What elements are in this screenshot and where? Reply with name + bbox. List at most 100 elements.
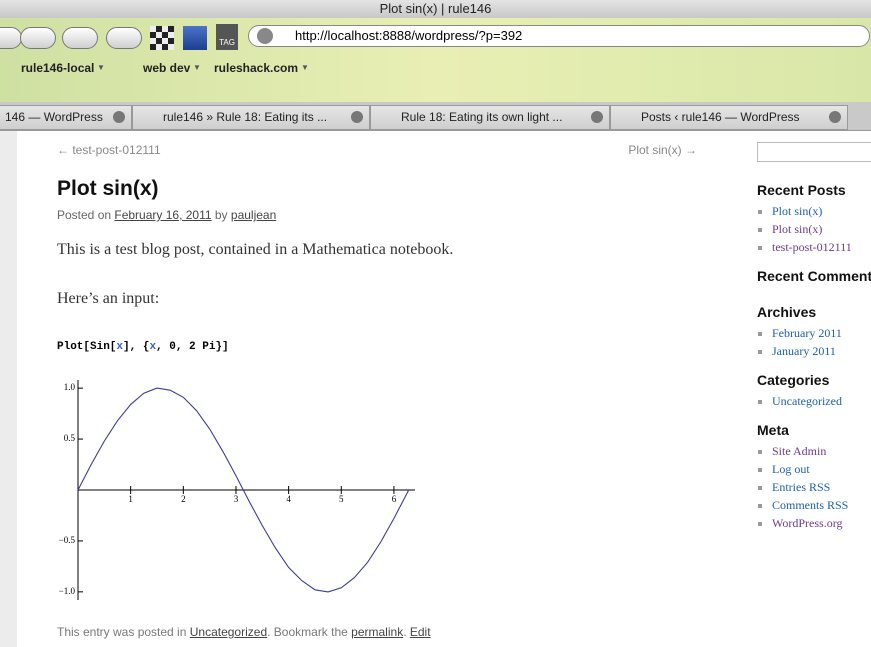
post-meta: Posted on February 16, 2011 by pauljean: [57, 208, 276, 222]
y-tick-label: −0.5: [59, 535, 76, 545]
sin-curve: [77, 387, 410, 593]
footer-link[interactable]: permalink: [351, 625, 404, 639]
x-tick-label: 5: [339, 494, 344, 504]
x-tick-label: 3: [234, 494, 239, 504]
paragraph: Here’s an input:: [57, 290, 160, 307]
meta-text: by: [211, 208, 231, 222]
evernote-button[interactable]: [106, 27, 142, 49]
tab-title: Rule 18: Eating its own light ...: [401, 110, 563, 124]
list-item: Entries RSS: [772, 478, 871, 496]
sidebar-link[interactable]: January 2011: [772, 344, 836, 358]
list-item: Plot sin(x): [772, 220, 871, 238]
widget: Recent Comments: [757, 268, 871, 284]
post-title: Plot sin(x): [57, 177, 159, 200]
meta-text: Posted on: [57, 208, 115, 222]
bookmark[interactable]: ruleshack.com: [214, 61, 299, 75]
widget-title: Meta: [757, 422, 789, 438]
list-item: WordPress.org: [772, 514, 871, 532]
list-item: test-post-012111: [772, 238, 871, 256]
tag-icon[interactable]: TAG: [216, 24, 238, 50]
bookmark[interactable]: web dev: [143, 61, 191, 75]
stop-button[interactable]: [20, 27, 56, 49]
toolbar: TAG http://localhost:8888/wordpress/?p=3…: [0, 18, 871, 102]
sidebar-link[interactable]: Uncategorized: [772, 394, 842, 408]
home-button[interactable]: [62, 27, 98, 49]
tab-title: rule146 » Rule 18: Eating its ...: [163, 110, 328, 124]
code-token: ], {: [123, 341, 150, 353]
url-text: http://localhost:8888/wordpress/?p=392: [295, 28, 523, 43]
dropdown-arrow: ▼: [301, 63, 309, 72]
widget-title: Recent Comments: [757, 268, 871, 284]
list-item: Comments RSS: [772, 496, 871, 514]
widget-list: February 2011 January 2011: [757, 324, 871, 360]
widget-list: Uncategorized: [757, 392, 871, 410]
list-item: Uncategorized: [772, 392, 871, 410]
footer-link[interactable]: Edit: [409, 625, 431, 639]
tab-close[interactable]: [591, 111, 603, 123]
y-tick-label: −1.0: [59, 586, 76, 596]
tab-bar: 146 — WordPress rule146 » Rule 18: Eating…: [0, 102, 871, 131]
tab[interactable]: Posts ‹ rule146 — WordPress: [610, 105, 848, 130]
footer-text: This entry was posted in: [57, 625, 190, 639]
footer-text: . Bookmark the: [267, 625, 352, 639]
sidebar-link[interactable]: test-post-012111: [772, 240, 852, 254]
paragraph: This is a test blog post, contained in a…: [57, 241, 454, 258]
sidebar-link[interactable]: WordPress.org: [772, 516, 843, 530]
list-item: Site Admin: [772, 442, 871, 460]
tab-close[interactable]: [829, 111, 841, 123]
list-item: February 2011: [772, 324, 871, 342]
list-item: Plot sin(x): [772, 202, 871, 220]
extension-icon[interactable]: [183, 26, 207, 50]
sidebar-link[interactable]: Comments RSS: [772, 498, 849, 512]
footer-link[interactable]: Uncategorized: [189, 625, 268, 639]
meta-link[interactable]: pauljean: [230, 208, 277, 222]
meta-link[interactable]: February 16, 2011: [114, 208, 212, 222]
widget: Categories Uncategorized: [757, 372, 871, 410]
tab[interactable]: rule146 » Rule 18: Eating its ...: [132, 105, 370, 130]
nav-previous[interactable]: ← test-post-012111: [57, 143, 161, 157]
tab[interactable]: 146 — WordPress: [0, 105, 132, 130]
x-tick-label: 6: [392, 494, 397, 504]
url-bar[interactable]: http://localhost:8888/wordpress/?p=392: [248, 25, 870, 47]
search-box[interactable]: [757, 142, 871, 162]
sidebar-link[interactable]: Plot sin(x): [772, 204, 823, 218]
list-item: Log out: [772, 460, 871, 478]
dropdown-arrow: ▼: [97, 63, 105, 72]
widget-list: Site Admin Log out Entries RSS Comments RSS…: [757, 442, 871, 532]
list-item: January 2011: [772, 342, 871, 360]
code-token: , 0, 2 Pi}]: [156, 341, 229, 353]
tab[interactable]: Rule 18: Eating its own light ...: [370, 105, 610, 130]
x-tick-label: 4: [286, 494, 291, 504]
sidebar-link[interactable]: Site Admin: [772, 444, 827, 458]
widget-title: Archives: [757, 304, 817, 320]
sidebar: Recent Posts Plot sin(x) Plot sin(x) test-p…: [757, 182, 871, 544]
tab-title: 146 — WordPress: [5, 110, 103, 124]
sidebar-link[interactable]: February 2011: [772, 326, 842, 340]
y-tick-label: 1.0: [64, 382, 76, 392]
sidebar-link[interactable]: Plot sin(x): [772, 222, 823, 236]
dropdown-arrow: ▼: [193, 63, 201, 72]
sidebar-link[interactable]: Log out: [772, 462, 810, 476]
nav-next[interactable]: Plot sin(x) →: [628, 143, 697, 157]
y-tick-label: 0.5: [64, 433, 76, 443]
widget-title: Recent Posts: [757, 182, 846, 198]
bookmark[interactable]: rule146-local: [21, 61, 95, 75]
tab-close[interactable]: [351, 111, 363, 123]
window-title: Plot sin(x) | rule146: [0, 0, 871, 18]
x-tick-label: 1: [128, 494, 133, 504]
widget: Archives February 2011 January 2011: [757, 304, 871, 360]
code-token: Plot[Sin[: [57, 341, 117, 353]
sidebar-link[interactable]: Entries RSS: [772, 480, 831, 494]
x-tick-label: 2: [181, 494, 186, 504]
extension-icon[interactable]: [150, 26, 174, 50]
code-token: x: [116, 341, 124, 353]
code-input: Plot[Sin[x], {x, 0, 2 Pi}]: [57, 341, 229, 353]
tab-title: Posts ‹ rule146 — WordPress: [641, 110, 800, 124]
widget-list: Plot sin(x) Plot sin(x) test-post-012111: [757, 202, 871, 256]
tab-close[interactable]: [113, 111, 125, 123]
code-token: x: [149, 341, 157, 353]
footer-text: .: [403, 625, 410, 639]
widget: Meta Site Admin Log out Entries RSS Comments…: [757, 422, 871, 532]
